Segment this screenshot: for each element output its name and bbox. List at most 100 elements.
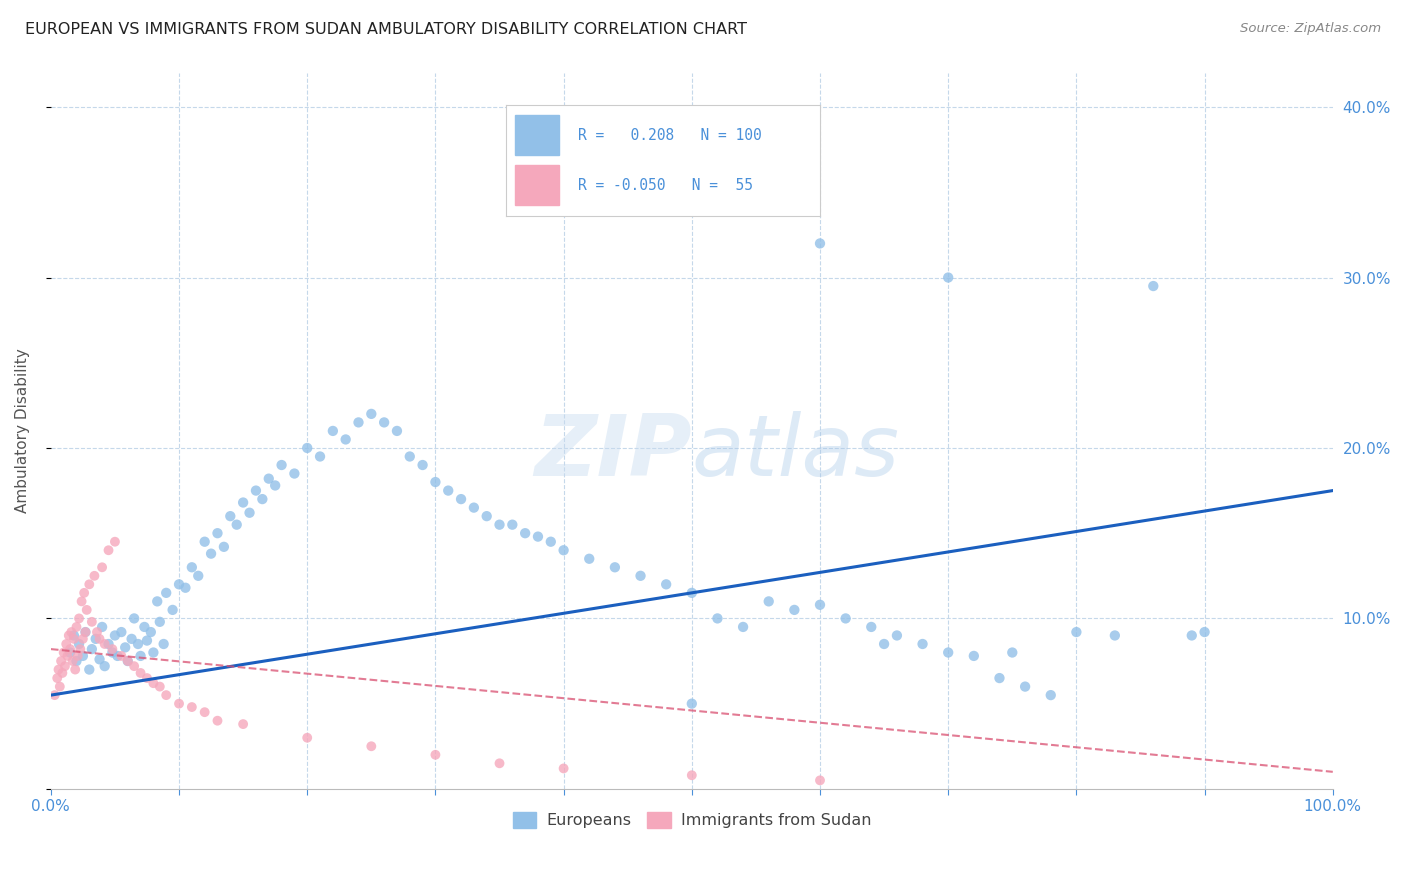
Point — [44, 688, 66, 702]
Point — [187, 569, 209, 583]
Point — [219, 509, 242, 524]
Point — [110, 625, 132, 640]
Point — [488, 756, 510, 771]
Point — [501, 517, 523, 532]
Point — [63, 632, 86, 646]
Point — [142, 646, 165, 660]
Point — [297, 731, 319, 745]
Point — [681, 586, 703, 600]
Point — [139, 625, 162, 640]
Point — [142, 676, 165, 690]
Point — [67, 611, 90, 625]
Point — [655, 577, 678, 591]
Point — [252, 492, 274, 507]
Point — [1039, 688, 1062, 702]
Point — [117, 654, 139, 668]
Point — [75, 625, 97, 640]
Point — [1142, 279, 1164, 293]
Point — [79, 577, 101, 591]
Point — [988, 671, 1011, 685]
Point — [75, 625, 97, 640]
Point — [66, 648, 89, 663]
Point — [475, 509, 498, 524]
Point — [733, 620, 755, 634]
Point — [425, 475, 447, 489]
Point — [1001, 646, 1024, 660]
Point — [360, 739, 382, 754]
Point — [129, 665, 152, 680]
Point — [136, 671, 159, 685]
Point — [194, 705, 217, 719]
Point — [398, 450, 420, 464]
Point — [553, 543, 575, 558]
Point — [309, 450, 332, 464]
Point — [97, 543, 120, 558]
Point — [51, 665, 73, 680]
Point — [83, 569, 105, 583]
Point — [936, 646, 959, 660]
Point — [270, 458, 292, 472]
Point — [48, 663, 70, 677]
Point — [322, 424, 344, 438]
Point — [136, 633, 159, 648]
Point — [174, 581, 197, 595]
Point — [60, 625, 83, 640]
Point — [86, 625, 108, 640]
Point — [65, 654, 87, 668]
Text: EUROPEAN VS IMMIGRANTS FROM SUDAN AMBULATORY DISABILITY CORRELATION CHART: EUROPEAN VS IMMIGRANTS FROM SUDAN AMBULA… — [25, 22, 748, 37]
Point — [91, 560, 114, 574]
Point — [834, 611, 856, 625]
Point — [911, 637, 934, 651]
Point — [758, 594, 780, 608]
Point — [117, 654, 139, 668]
Point — [129, 648, 152, 663]
Text: Source: ZipAtlas.com: Source: ZipAtlas.com — [1240, 22, 1381, 36]
Point — [56, 648, 79, 663]
Point — [89, 632, 111, 646]
Point — [72, 632, 94, 646]
Point — [347, 416, 370, 430]
Point — [53, 659, 76, 673]
Point — [80, 615, 103, 629]
Point — [79, 663, 101, 677]
Point — [385, 424, 408, 438]
Legend: Europeans, Immigrants from Sudan: Europeans, Immigrants from Sudan — [506, 805, 877, 835]
Point — [155, 586, 177, 600]
Point — [553, 761, 575, 775]
Point — [232, 495, 254, 509]
Point — [1014, 680, 1036, 694]
Point — [104, 628, 127, 642]
Point — [114, 640, 136, 655]
Point — [52, 646, 75, 660]
Point — [681, 768, 703, 782]
Point — [101, 646, 124, 660]
Point — [207, 714, 229, 728]
Point — [425, 747, 447, 762]
Point — [46, 671, 69, 685]
Point — [152, 637, 174, 651]
Point — [84, 632, 107, 646]
Point — [578, 551, 600, 566]
Point — [463, 500, 485, 515]
Point — [121, 632, 143, 646]
Point — [873, 637, 896, 651]
Y-axis label: Ambulatory Disability: Ambulatory Disability — [15, 349, 30, 513]
Point — [225, 517, 247, 532]
Point — [69, 642, 91, 657]
Point — [450, 492, 472, 507]
Point — [257, 472, 280, 486]
Point — [681, 697, 703, 711]
Point — [245, 483, 267, 498]
Point — [283, 467, 305, 481]
Point — [55, 637, 77, 651]
Point — [76, 603, 98, 617]
Point — [238, 506, 260, 520]
Point — [155, 688, 177, 702]
Point — [72, 648, 94, 663]
Point — [963, 648, 986, 663]
Point — [207, 526, 229, 541]
Point — [1104, 628, 1126, 642]
Point — [706, 611, 728, 625]
Point — [97, 637, 120, 651]
Point — [264, 478, 287, 492]
